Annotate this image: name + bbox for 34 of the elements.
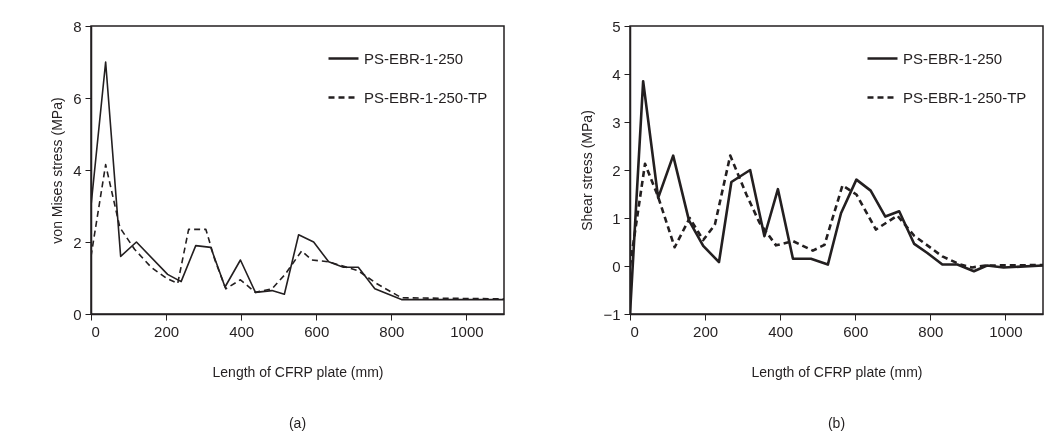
x-tick-label: 200 xyxy=(693,322,719,340)
x-tick-label: 400 xyxy=(229,322,255,340)
legend-label: PS-EBR-1-250 xyxy=(364,49,464,67)
y-tick-label: 0 xyxy=(612,257,621,275)
y-tick-label: 3 xyxy=(612,113,621,131)
text: (b) xyxy=(827,415,846,431)
y-tick-label: −1 xyxy=(603,305,621,323)
y-tick-label: 4 xyxy=(73,161,82,179)
y-tick-label: 2 xyxy=(73,233,82,251)
legend-label: PS-EBR-1-250-TP xyxy=(364,88,488,106)
x-axis-title: Length of CFRP plate (mm) xyxy=(751,363,923,380)
legend-label: PS-EBR-1-250 xyxy=(903,49,1003,67)
x-tick-label: 400 xyxy=(768,322,794,340)
x-tick-label: 200 xyxy=(154,322,180,340)
y-tick-label: 5 xyxy=(612,17,621,35)
y-axis-title: Shear stress (MPa) xyxy=(579,110,596,231)
x-tick-label: 0 xyxy=(630,322,639,340)
x-tick-label: 600 xyxy=(304,322,330,340)
x-tick-label: 800 xyxy=(918,322,944,340)
y-tick-label: 8 xyxy=(73,17,82,35)
y-tick-label: 2 xyxy=(612,161,621,179)
y-tick-label: 4 xyxy=(612,65,621,83)
text: (a) xyxy=(288,415,307,431)
y-tick-label: 1 xyxy=(612,209,621,227)
y-axis-title: von Mises stress (MPa) xyxy=(49,97,66,244)
x-tick-label: 600 xyxy=(843,322,869,340)
x-tick-label: 1000 xyxy=(989,322,1023,340)
y-tick-label: 0 xyxy=(73,305,82,323)
x-tick-label: 0 xyxy=(91,322,100,340)
x-axis-title: Length of CFRP plate (mm) xyxy=(212,363,384,380)
legend-label: PS-EBR-1-250-TP xyxy=(903,88,1027,106)
y-tick-label: 6 xyxy=(73,89,82,107)
x-tick-label: 1000 xyxy=(450,322,484,340)
x-tick-label: 800 xyxy=(379,322,405,340)
